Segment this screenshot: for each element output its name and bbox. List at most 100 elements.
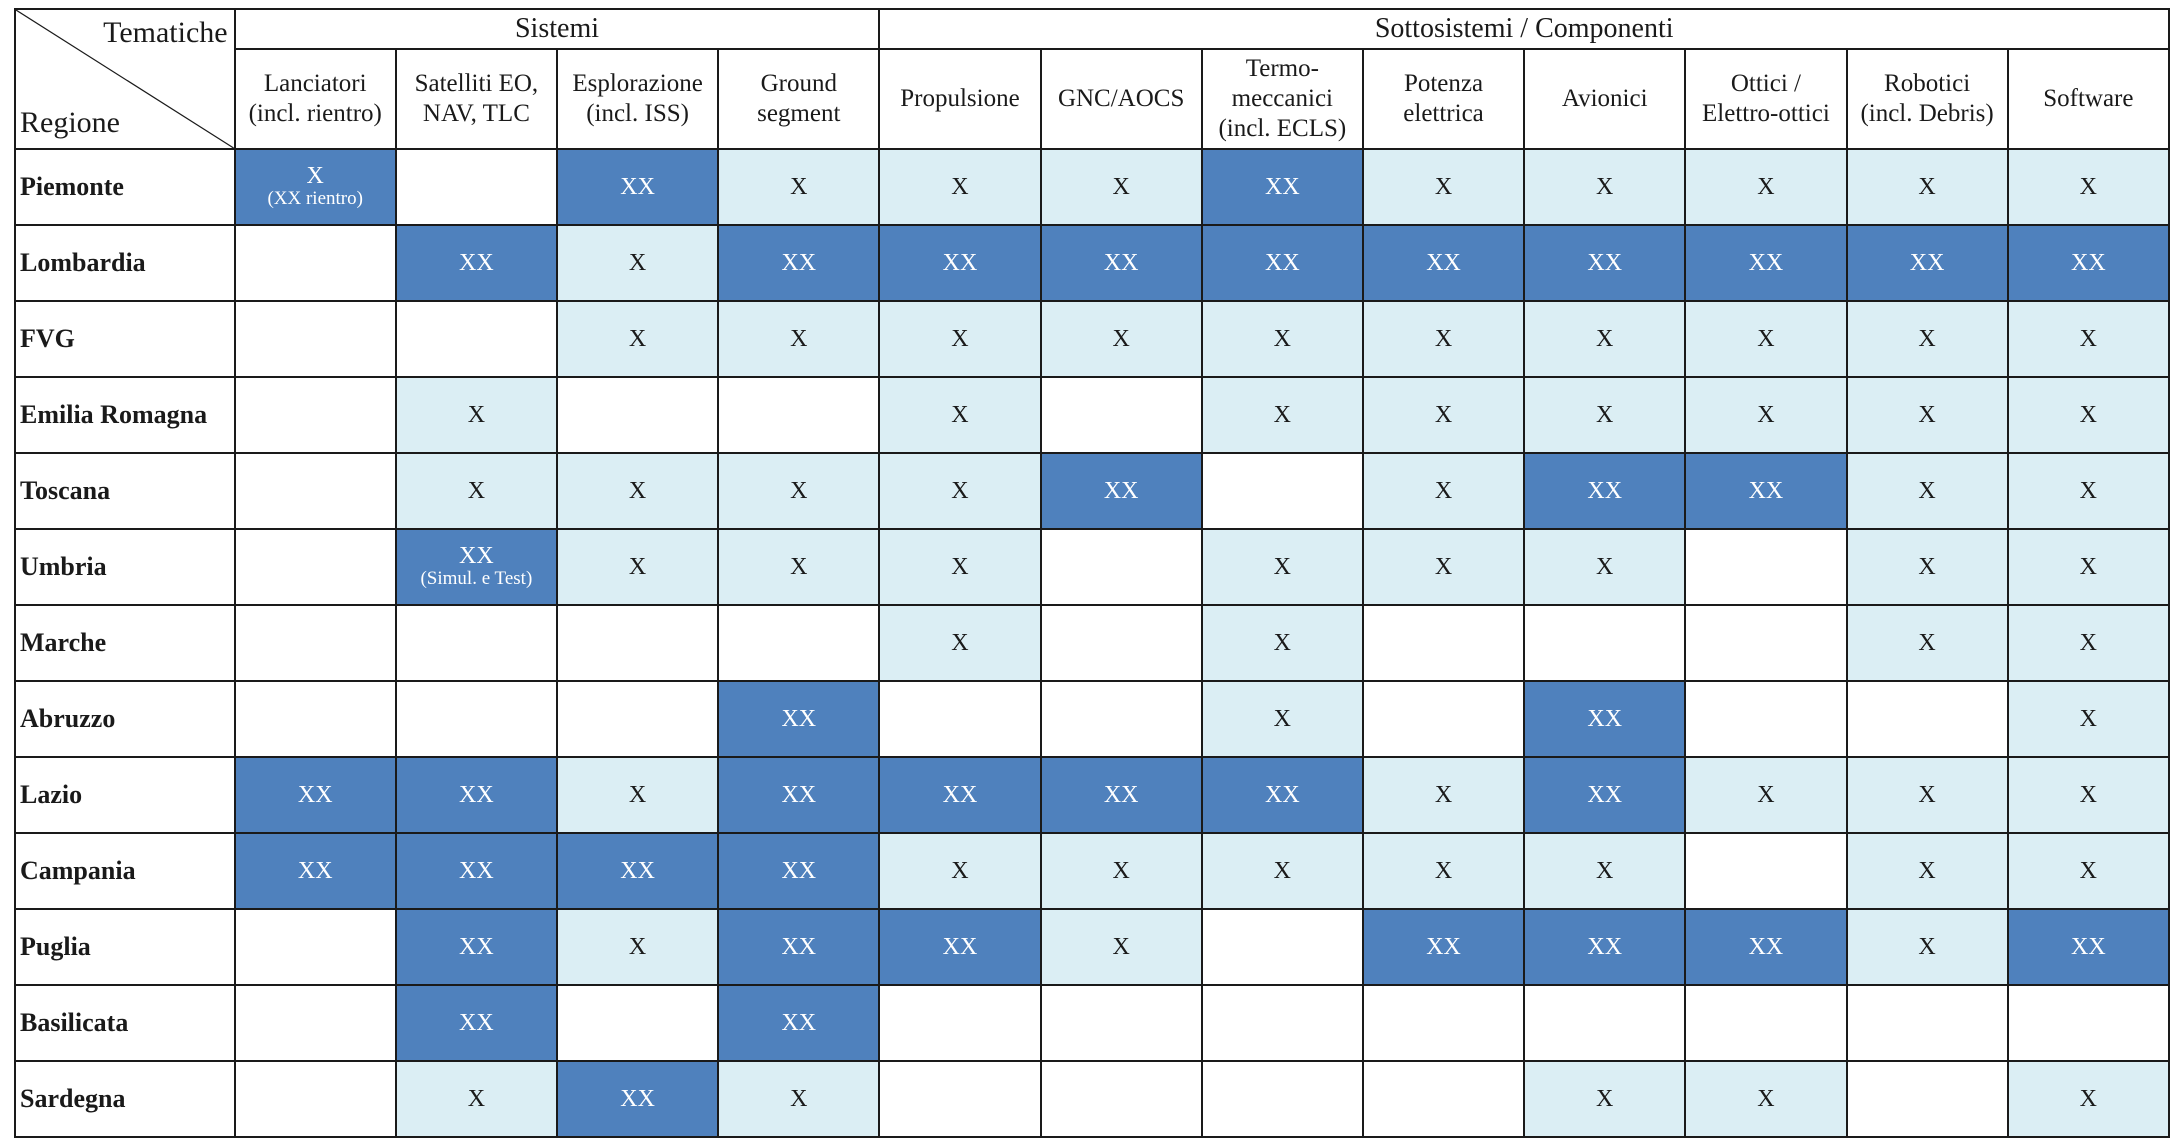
matrix-cell: XX: [555, 832, 720, 910]
column-header: Esplorazione (incl. ISS): [555, 48, 720, 150]
region-label: Marche: [14, 604, 236, 682]
matrix-cell: X: [555, 528, 720, 606]
cell-mark: XX: [1587, 705, 1623, 732]
column-header: Ground segment: [717, 48, 881, 150]
cell-mark: X: [2079, 173, 2098, 200]
cell-mark: X: [1757, 325, 1775, 352]
cell-mark: X: [790, 1085, 808, 1112]
cell-mark: X: [628, 553, 647, 580]
matrix-cell: XX: [717, 984, 881, 1062]
column-header-line: meccanici: [1231, 85, 1333, 112]
column-header: Potenza elettrica: [1361, 48, 1526, 150]
matrix-cell: [1361, 680, 1526, 758]
cell-mark: X: [951, 629, 969, 656]
cell-mark: X: [1918, 553, 1936, 580]
cell-mark: X: [1273, 629, 1292, 656]
column-header: Termo-meccanici (incl. ECLS): [1200, 48, 1364, 150]
cell-mark: X: [1596, 173, 1614, 200]
matrix-cell: X: [1845, 300, 2009, 378]
matrix-cell: XX: [717, 832, 881, 910]
matrix-cell: [1684, 984, 1848, 1062]
cell-mark: XX: [459, 781, 494, 808]
cell-mark: XX: [459, 857, 494, 884]
cell-mark: X: [951, 477, 969, 504]
matrix-cell: X: [1845, 832, 2009, 910]
cell-mark: X: [951, 401, 969, 428]
matrix-cell: XX: [717, 224, 881, 302]
cell-mark: X: [628, 325, 647, 352]
table-row: Emilia Romagna X X X X X X X X: [14, 376, 2171, 454]
table-row: Campania XX XX XX XX X X X X X X X: [14, 832, 2171, 910]
column-header: Satelliti EO, NAV, TLC: [394, 48, 558, 150]
cell-mark: X: [1918, 781, 1936, 808]
column-header-line: (incl. rientro): [248, 100, 382, 127]
corner-label-tematiche: Tematiche: [103, 16, 228, 49]
cell-mark: X: [628, 781, 647, 808]
matrix-cell: X: [2006, 756, 2171, 834]
matrix-cell: XX: [1039, 756, 1203, 834]
region-label: Lombardia: [14, 224, 236, 302]
matrix-cell: [1200, 452, 1364, 530]
cell-mark: X: [2079, 553, 2098, 580]
matrix-cell: XX: [1039, 452, 1203, 530]
region-label: Piemonte: [14, 148, 236, 226]
cell-mark: X: [1112, 325, 1130, 352]
matrix-cell: X: [2006, 300, 2171, 378]
matrix-cell: X: [2006, 604, 2171, 682]
column-header-line: GNC/AOCS: [1057, 85, 1185, 112]
matrix-cell: X: [1361, 300, 1526, 378]
table-row: Piemonte X (XX rientro) XX X X X XX X X X X X: [14, 148, 2171, 226]
matrix-cell: [717, 604, 881, 682]
cell-mark: XX: [1748, 933, 1784, 960]
cell-mark: XX: [1587, 249, 1623, 276]
cell-mark: X: [2079, 1085, 2098, 1112]
matrix-cell: X: [2006, 832, 2171, 910]
region-label: Emilia Romagna: [14, 376, 236, 454]
matrix-cell: XX: [1523, 680, 1687, 758]
matrix-cell: X: [1039, 832, 1203, 910]
matrix-cell: [233, 452, 397, 530]
table-row: Puglia XX X XX XX X XX XX XX X XX: [14, 908, 2171, 986]
matrix-cell: [1684, 832, 1848, 910]
matrix-cell: [233, 908, 397, 986]
matrix-cell: X: [1200, 680, 1364, 758]
cell-mark: XX: [1587, 933, 1623, 960]
matrix-cell: [233, 528, 397, 606]
matrix-cell: X: [1845, 756, 2009, 834]
cell-mark: XX: [2071, 933, 2106, 960]
matrix-cell: X: [1361, 756, 1526, 834]
cell-mark: X: [1757, 173, 1775, 200]
matrix-cell: [555, 680, 720, 758]
cell-mark: X: [1596, 857, 1614, 884]
matrix-cell: X: [1200, 604, 1364, 682]
matrix-cell: XX: [717, 680, 881, 758]
cell-mark: X: [1918, 477, 1936, 504]
region-label: Umbria: [14, 528, 236, 606]
matrix-cell: X: [1845, 604, 2009, 682]
region-label: Toscana: [14, 452, 236, 530]
matrix-cell: XX: [233, 756, 397, 834]
cell-mark: X: [628, 249, 647, 276]
column-header-line: Ottici /: [1730, 70, 1801, 97]
matrix-cell: [1845, 1060, 2009, 1138]
matrix-cell: X: [1039, 148, 1203, 226]
matrix-cell: XX: [1361, 908, 1526, 986]
matrix-cell: [1523, 984, 1687, 1062]
cell-mark: X: [951, 553, 969, 580]
cell-mark: X: [790, 173, 808, 200]
matrix-cell: XX: [717, 908, 881, 986]
matrix-cell: [1845, 680, 2009, 758]
column-header-line: Lanciatori: [263, 70, 367, 97]
cell-mark: X: [1596, 401, 1614, 428]
matrix-cell: X: [878, 604, 1042, 682]
region-label: Basilicata: [14, 984, 236, 1062]
matrix-cell: X: [717, 1060, 881, 1138]
cell-mark: XX: [620, 173, 655, 200]
matrix-cell: [1200, 984, 1364, 1062]
region-theme-matrix: Tematiche Regione Sistemi Sottosistemi / …: [14, 8, 2171, 1138]
cell-mark: X: [467, 1085, 486, 1112]
matrix-cell: X: [1845, 528, 2009, 606]
matrix-cell: XX: [555, 148, 720, 226]
cell-mark: XX: [942, 933, 978, 960]
matrix-cell: [1684, 604, 1848, 682]
